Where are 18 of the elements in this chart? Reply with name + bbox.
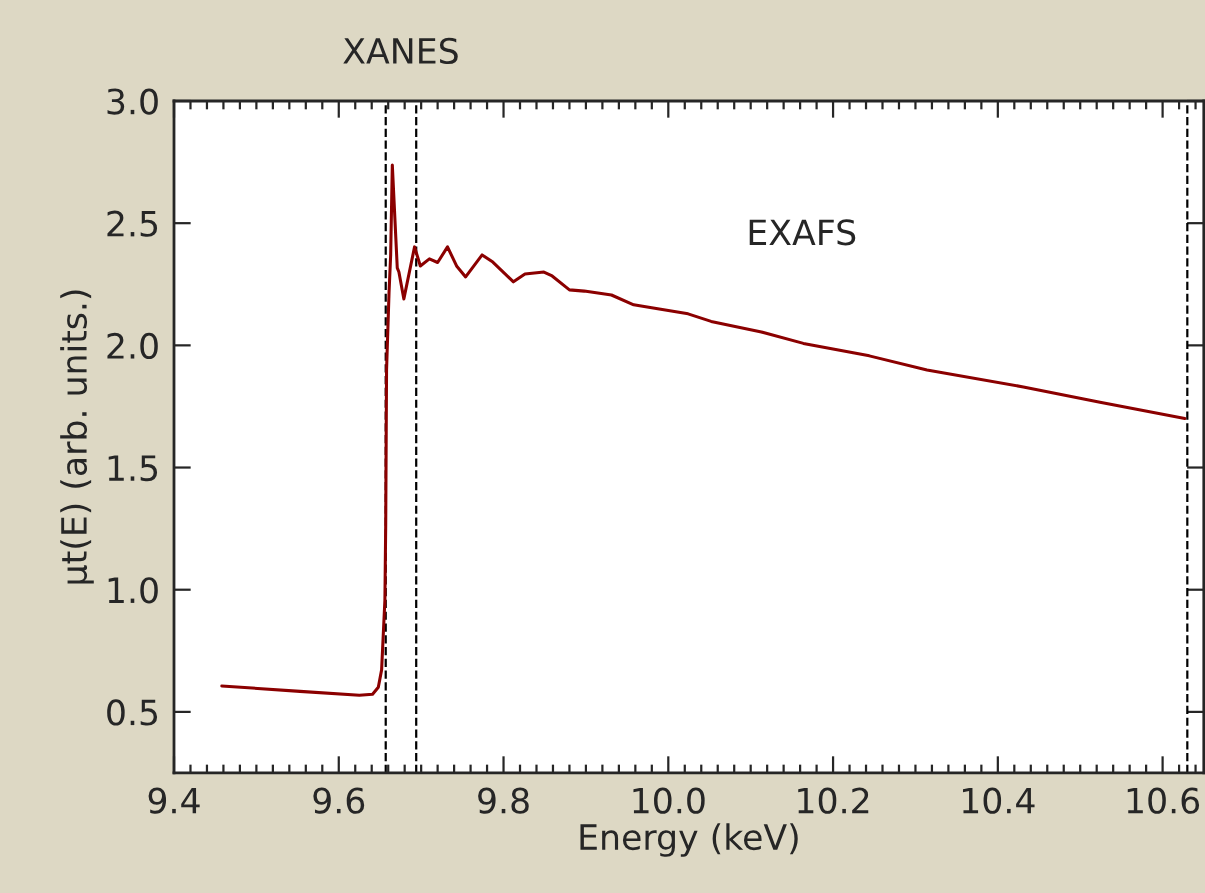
x-tick-label: 9.4 [148,787,200,814]
y-tick-label: 1.5 [108,455,158,482]
x-tick-label: 9.8 [478,787,529,814]
y-axis-title: μt(E) (arb. units.) [60,290,94,584]
y-tick-label: 2.0 [107,332,158,360]
x-tick-label: 10.2 [798,787,869,814]
x-tick-label: 10.4 [962,787,1035,814]
y-tick-label: 2.5 [107,210,158,237]
y-tick-label: 0.5 [107,699,158,726]
annotation: EXAFS [749,219,856,246]
text: XANES [343,37,458,65]
y-tick-label: 1.0 [108,577,158,604]
x-tick-label: 9.6 [313,787,365,814]
x-tick-label: 10.0 [633,787,705,814]
line-series [220,163,1187,697]
y-tick-label: 3.0 [107,88,158,115]
x-axis-title: Energy (keV) [580,823,798,857]
x-tick-label: 10.6 [1127,787,1200,814]
